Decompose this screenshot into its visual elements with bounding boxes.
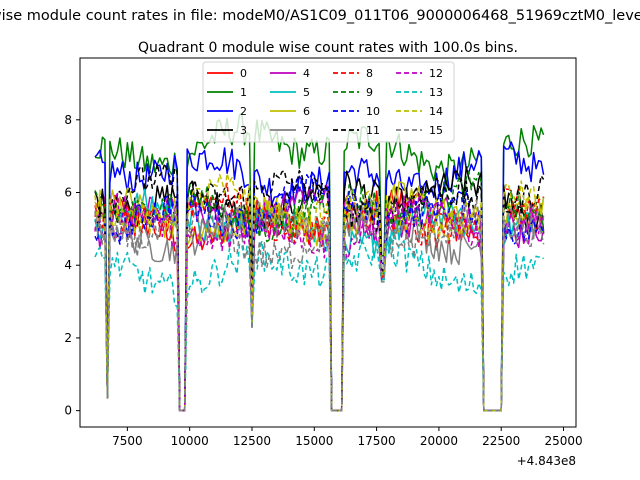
series-line-6 [94,181,545,412]
legend-label-5: 5 [303,86,310,99]
legend-label-3: 3 [240,124,247,137]
legend-label-14: 14 [429,105,443,118]
legend-label-15: 15 [429,124,443,137]
plot-lines [94,112,545,412]
y-axis: 0 2 4 6 8 [64,113,80,418]
legend-frame [202,61,455,143]
legend-label-11: 11 [366,124,380,137]
legend-label-0: 0 [240,67,247,80]
figure-suptitle: Plot of Quadrant wise module count rates… [0,8,640,28]
legend-label-8: 8 [366,67,373,80]
x-tick-label: 17500 [358,434,396,448]
x-tick-label: 20000 [420,434,458,448]
series-line-8 [94,182,545,412]
legend-label-10: 10 [366,105,380,118]
chart-title: Quadrant 0 module wise count rates with … [138,40,518,56]
y-tick-label: 0 [64,404,72,418]
legend-label-9: 9 [366,86,373,99]
x-tick-label: 22500 [482,434,520,448]
y-tick-label: 6 [64,186,72,200]
x-tick-label: 15000 [295,434,333,448]
legend-label-6: 6 [303,105,310,118]
y-tick-label: 2 [64,331,72,345]
y-tick-label: 8 [64,113,72,127]
series-line-2 [94,141,545,412]
axes-frame [79,57,577,428]
series-line-13 [94,236,545,412]
legend-label-13: 13 [429,86,443,99]
legend-label-1: 1 [240,86,247,99]
x-axis: 7500 10000 12500 15000 17500 20000 22500 25000 [112,427,583,448]
x-offset-label: +4.843e8 [517,454,576,468]
x-tick-label: 7500 [112,434,143,448]
x-tick-label: 12500 [233,434,271,448]
series-line-1 [94,112,545,412]
x-tick-label: 25000 [544,434,582,448]
legend-label-7: 7 [303,124,310,137]
legend-label-12: 12 [429,67,443,80]
x-tick-label: 10000 [171,434,209,448]
series-line-14 [94,172,544,412]
series-line-9 [94,170,545,412]
suptitle-text: Plot of Quadrant wise module count rates… [0,8,640,24]
legend-label-4: 4 [303,67,310,80]
y-tick-label: 4 [64,258,72,272]
legend-label-2: 2 [240,105,247,118]
series-line-15 [94,199,545,412]
